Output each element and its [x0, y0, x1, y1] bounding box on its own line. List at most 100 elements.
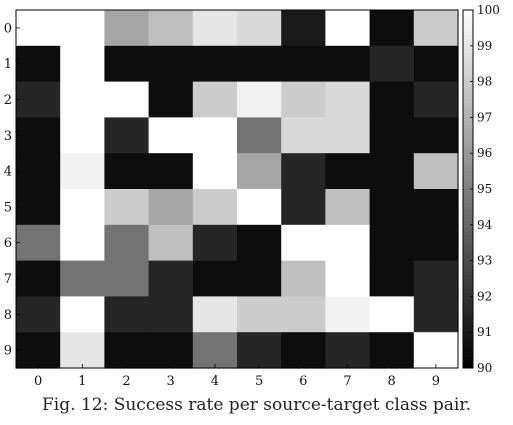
y-tick-label-4: 4: [4, 165, 12, 180]
colorbar-segment-6: [463, 31, 473, 36]
heatmap-cell-r9-c3: [148, 332, 194, 369]
colorbar-tick-label-97: 97: [477, 110, 492, 124]
colorbar-segment-65: [463, 242, 473, 247]
colorbar-tick-label-98: 98: [477, 75, 492, 89]
colorbar-segment-7: [463, 35, 473, 40]
heatmap-cell-r7-c2: [104, 260, 150, 297]
heatmap-cell-r3-c7: [325, 117, 371, 154]
heatmap-cells: [16, 10, 459, 369]
heatmap-cell-r6-c5: [237, 224, 282, 262]
colorbar-segment-15: [463, 63, 473, 68]
colorbar-segment-13: [463, 56, 473, 61]
heatmap-cell-r8-c2: [104, 296, 150, 333]
heatmap-cell-r1-c9: [413, 45, 459, 83]
y-tick-label-5: 5: [4, 200, 12, 215]
x-tick-label-9: 9: [432, 374, 440, 389]
heatmap-cell-r0-c8: [369, 10, 415, 47]
colorbar-segment-79: [463, 292, 473, 297]
colorbar-segment-42: [463, 160, 473, 165]
colorbar-segment-37: [463, 142, 473, 147]
heatmap-cell-r2-c2: [104, 81, 150, 118]
colorbar-segment-85: [463, 314, 473, 319]
heatmap-cell-r1-c7: [325, 45, 371, 83]
heatmap-cell-r9-c0: [16, 332, 61, 369]
colorbar-tick-label-91: 91: [477, 325, 492, 339]
heatmap-cell-r7-c9: [413, 260, 459, 297]
colorbar-segment-21: [463, 85, 473, 90]
y-tick-label-0: 0: [4, 21, 12, 36]
colorbar-segment-87: [463, 321, 473, 326]
heatmap-cell-r8-c9: [413, 296, 459, 333]
heatmap-cell-r5-c3: [148, 189, 194, 226]
colorbar-segment-74: [463, 274, 473, 279]
colorbar-segment-8: [463, 38, 473, 43]
heatmap-cell-r8-c6: [281, 296, 326, 333]
heatmap-cell-r1-c3: [148, 45, 194, 83]
x-tick-label-8: 8: [388, 374, 396, 389]
colorbar-segment-81: [463, 299, 473, 305]
heatmap-cell-r1-c4: [192, 45, 238, 83]
colorbar-segment-5: [463, 27, 473, 32]
heatmap-cell-r0-c6: [281, 10, 326, 47]
heatmap-cell-r9-c5: [237, 332, 282, 369]
heatmap-cell-r3-c2: [104, 117, 150, 154]
colorbar-segment-3: [463, 20, 473, 25]
heatmap-cell-r8-c0: [16, 296, 61, 333]
colorbar-segment-29: [463, 113, 473, 118]
colorbar-segment-20: [463, 81, 473, 86]
colorbar-segment-1: [463, 13, 473, 18]
heatmap-cell-r9-c4: [192, 332, 238, 369]
colorbar-segment-88: [463, 325, 473, 330]
heatmap-cell-r5-c9: [413, 189, 459, 226]
colorbar-segment-80: [463, 296, 473, 301]
heatmap-cell-r2-c7: [325, 81, 371, 118]
colorbar-segment-32: [463, 124, 473, 129]
heatmap-cell-r4-c7: [325, 153, 371, 190]
colorbar-segment-41: [463, 156, 473, 161]
colorbar-segment-22: [463, 88, 473, 93]
heatmap-cell-r8-c1: [60, 296, 105, 333]
colorbar-segment-51: [463, 192, 473, 197]
colorbar-segment-0: [463, 10, 473, 15]
x-axis-ticks: 0 1 2 3 4 5 6 7 8 9: [34, 364, 440, 389]
heatmap-cell-r5-c2: [104, 189, 150, 226]
heatmap-cell-r9-c2: [104, 332, 150, 369]
y-tick-label-9: 9: [4, 344, 12, 359]
heatmap-cell-r1-c5: [237, 45, 282, 83]
colorbar-segment-27: [463, 106, 473, 111]
heatmap-cell-r2-c4: [192, 81, 238, 118]
heatmap-cell-r1-c8: [369, 45, 415, 83]
colorbar-segment-62: [463, 231, 473, 237]
colorbar-segment-17: [463, 70, 473, 75]
colorbar-segment-75: [463, 278, 473, 283]
plot-frame: [15, 9, 459, 369]
colorbar-segment-26: [463, 103, 473, 108]
colorbar-segment-56: [463, 210, 473, 215]
colorbar-segment-59: [463, 221, 473, 226]
colorbar-segment-94: [463, 346, 473, 351]
heatmap-cell-r3-c6: [281, 117, 326, 154]
heatmap-cell-r8-c5: [237, 296, 282, 333]
heatmap-cell-r2-c1: [60, 81, 105, 118]
heatmap-cell-r6-c4: [192, 224, 238, 262]
heatmap-cell-r0-c3: [148, 10, 194, 47]
heatmap-cell-r4-c6: [281, 153, 326, 190]
heatmap-cell-r7-c8: [369, 260, 415, 297]
heatmap-cell-r6-c2: [104, 224, 150, 262]
x-tick-label-3: 3: [167, 374, 175, 389]
heatmap-cell-r0-c2: [104, 10, 150, 47]
colorbar-segment-61: [463, 228, 473, 233]
heatmap-cell-r8-c7: [325, 296, 371, 333]
heatmap-cell-r4-c4: [192, 153, 238, 190]
colorbar: 90 91 92 93 94 95 96 97 98 99 100: [462, 3, 500, 375]
heatmap-cell-r2-c5: [237, 81, 282, 118]
colorbar-segment-96: [463, 353, 473, 358]
heatmap-cell-r7-c4: [192, 260, 238, 297]
colorbar-segment-10: [463, 45, 473, 50]
colorbar-tick-label-93: 93: [477, 254, 492, 268]
heatmap-cell-r4-c5: [237, 153, 282, 190]
heatmap-cell-r0-c7: [325, 10, 371, 47]
heatmap-cell-r3-c3: [148, 117, 194, 154]
y-axis-ticks: 0 1 2 3 4 5 6 7 8 9: [4, 21, 20, 359]
heatmap-cell-r7-c3: [148, 260, 194, 297]
